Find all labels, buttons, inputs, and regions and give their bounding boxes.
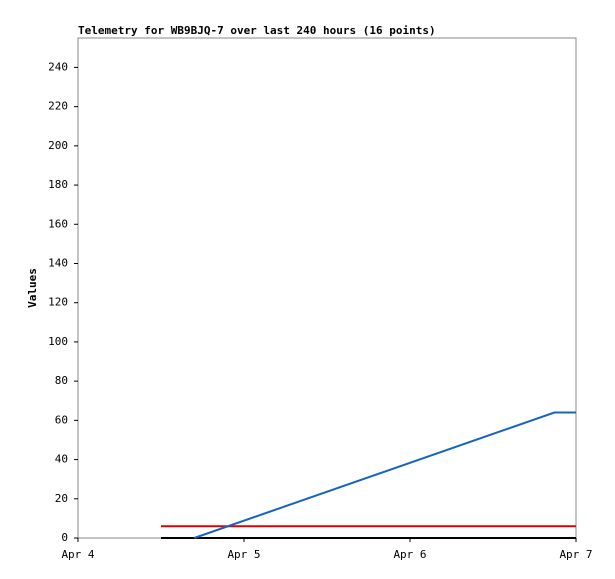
y-axis-label: Values	[26, 268, 39, 308]
y-tick-label: 0	[61, 531, 68, 544]
y-tick-label: 80	[55, 374, 68, 387]
y-tick-label: 140	[48, 256, 68, 269]
y-tick-label: 200	[48, 139, 68, 152]
chart-title: Telemetry for WB9BJQ-7 over last 240 hou…	[78, 24, 436, 37]
x-tick-label: Apr 4	[61, 548, 94, 561]
x-tick-label: Apr 6	[393, 548, 426, 561]
x-tick-label: Apr 5	[227, 548, 260, 561]
y-tick-label: 100	[48, 335, 68, 348]
series-line	[193, 411, 576, 539]
y-tick-label: 240	[48, 60, 68, 73]
y-tick-label: 40	[55, 453, 68, 466]
y-tick-label: 180	[48, 178, 68, 191]
y-tick-label: 60	[55, 413, 68, 426]
y-tick-label: 20	[55, 492, 68, 505]
y-tick-label: 220	[48, 100, 68, 113]
x-tick-label: Apr 7	[559, 548, 592, 561]
y-tick-label: 160	[48, 217, 68, 230]
y-tick-label: 120	[48, 296, 68, 309]
